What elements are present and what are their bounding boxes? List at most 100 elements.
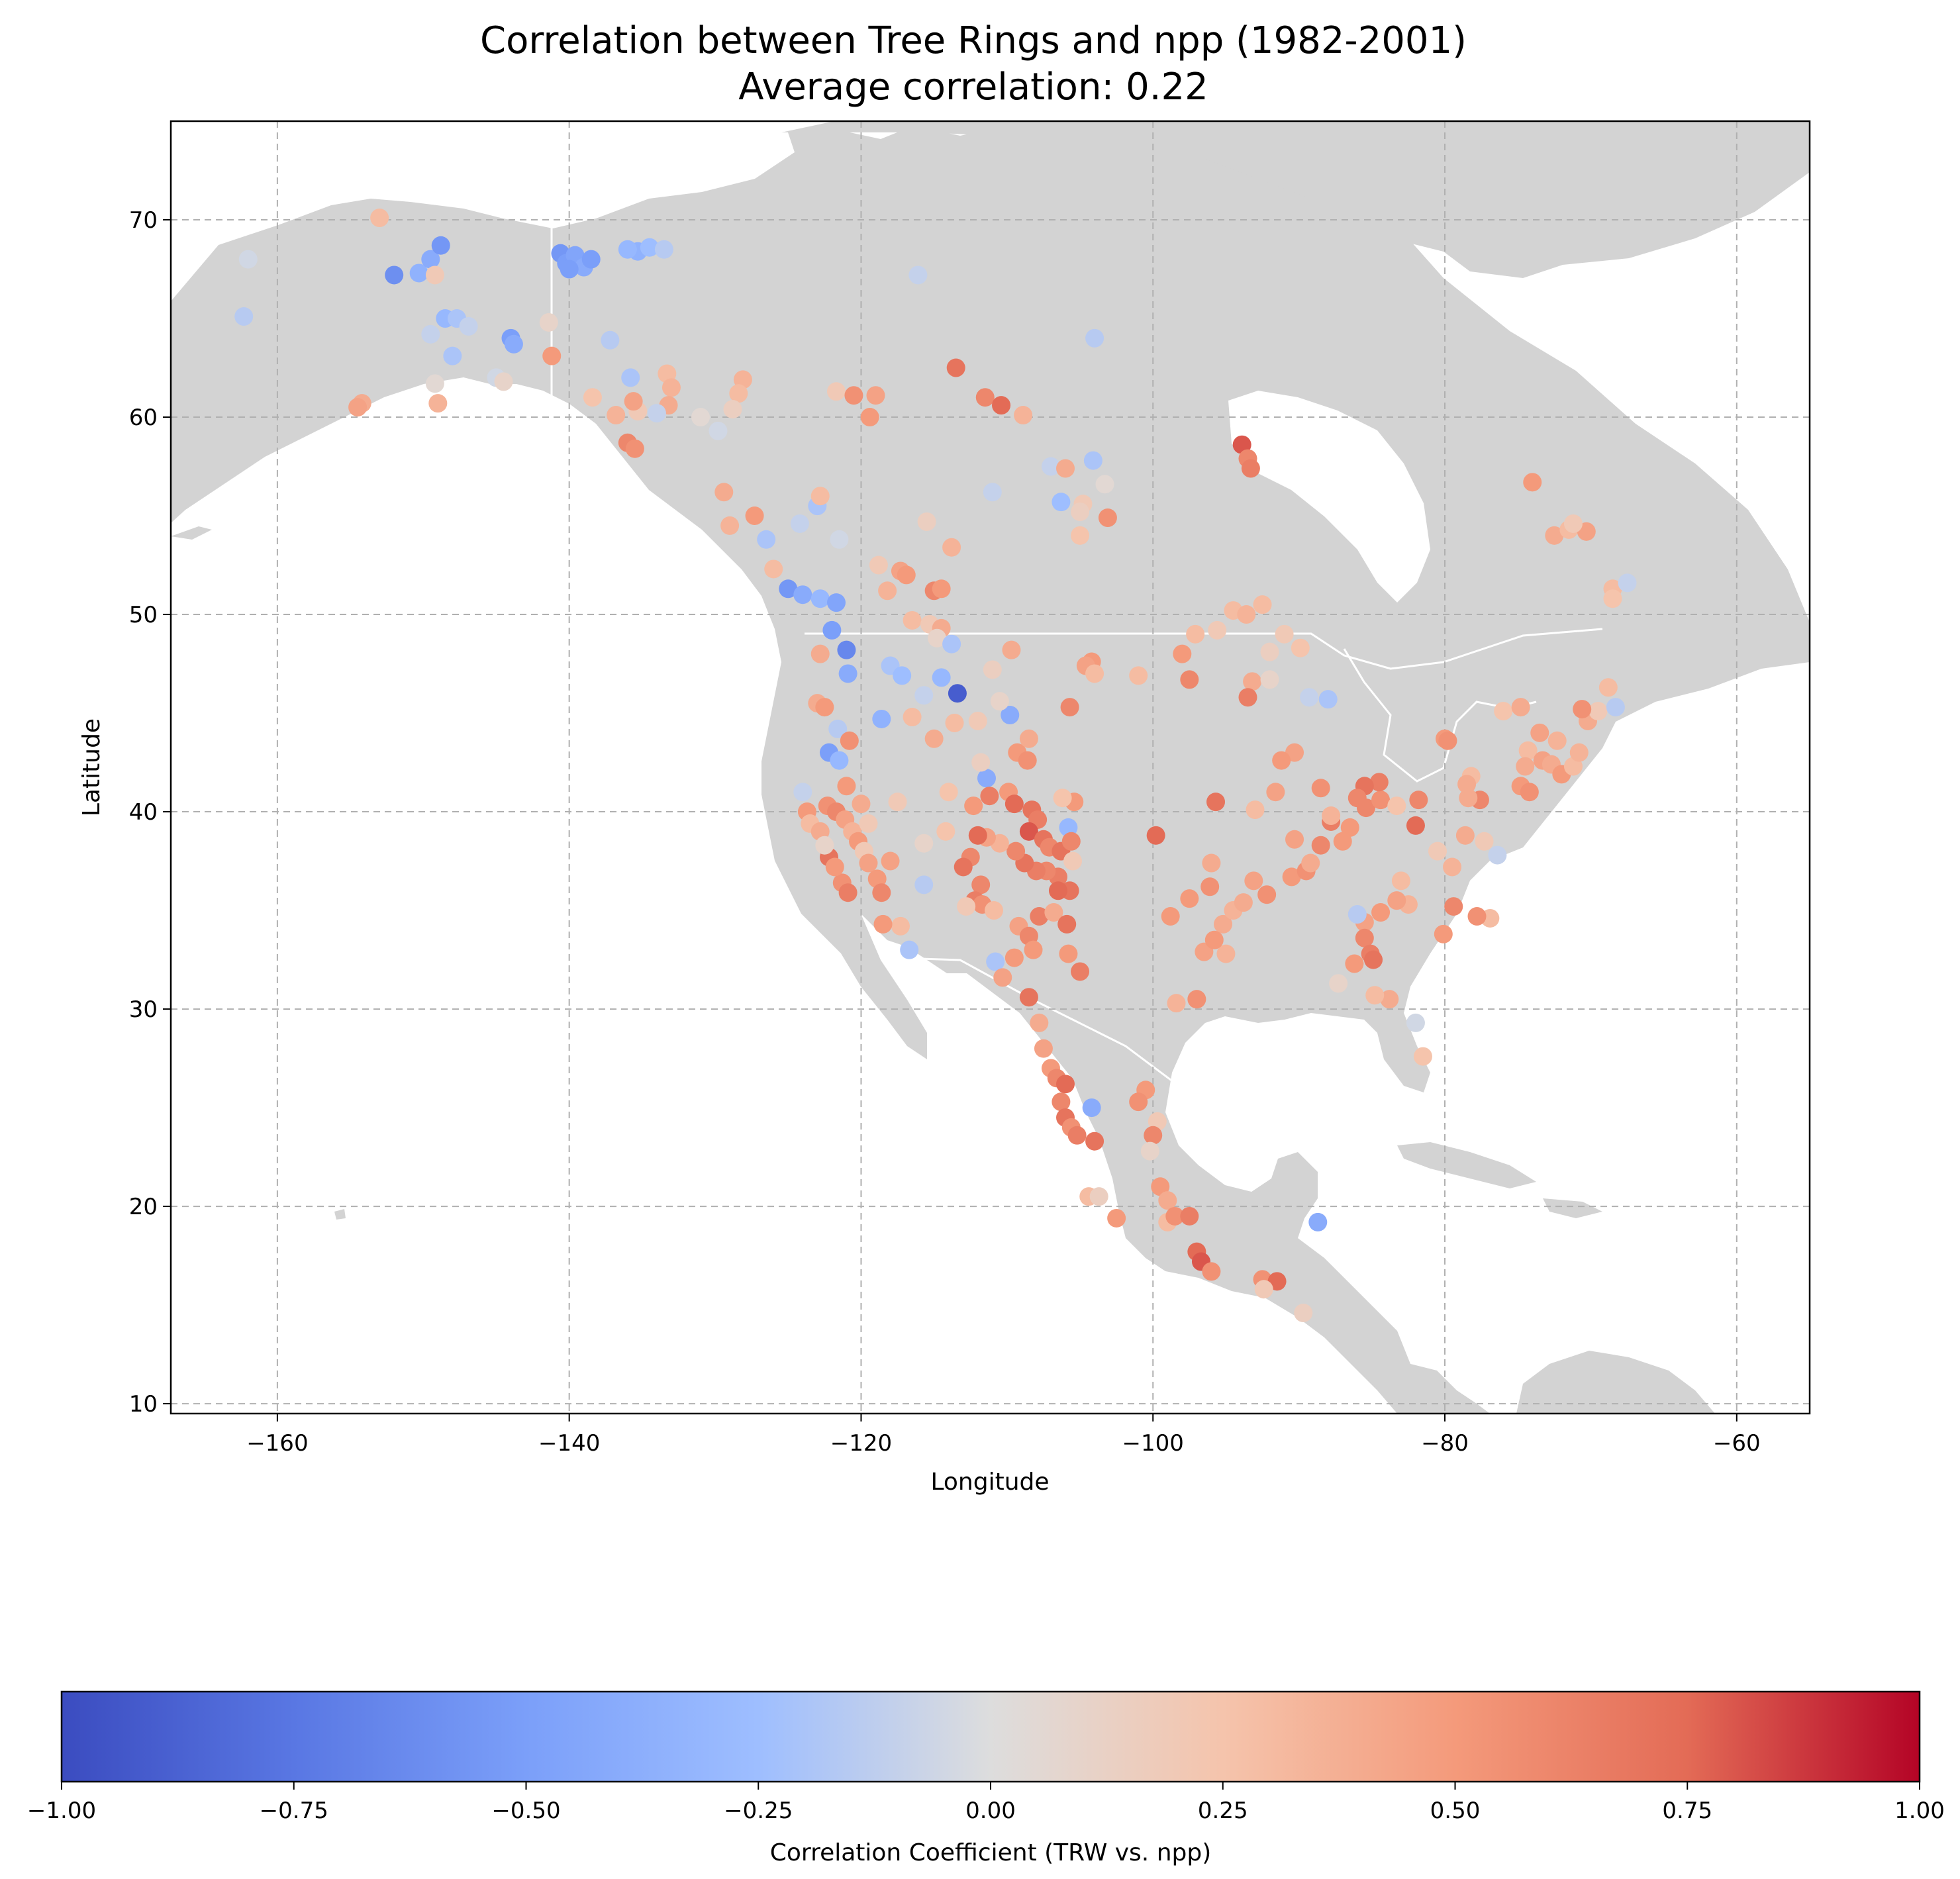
- site-point: [1089, 1187, 1108, 1206]
- site-point: [1180, 670, 1199, 689]
- site-point: [654, 240, 673, 259]
- site-point: [1322, 806, 1341, 826]
- site-point: [1208, 620, 1227, 640]
- site-point: [1444, 897, 1463, 916]
- site-point: [1158, 1191, 1177, 1210]
- colorbar-gradient: [60, 1690, 1921, 1783]
- site-point: [859, 814, 878, 833]
- colorbar-tick-label: 1.00: [1894, 1798, 1945, 1824]
- site-point: [1563, 514, 1583, 533]
- site-point: [837, 777, 856, 796]
- site-point: [1260, 670, 1279, 689]
- site-point: [1180, 1206, 1199, 1226]
- site-point: [1272, 751, 1291, 770]
- site-point: [838, 664, 858, 683]
- site-point: [494, 372, 513, 391]
- site-point: [1019, 729, 1038, 748]
- site-point: [830, 530, 849, 549]
- site-point: [872, 883, 891, 902]
- y-axis-ticks: 10 20 30 40 50 60 70: [129, 207, 171, 1418]
- site-point: [1573, 700, 1592, 719]
- site-point: [1285, 830, 1304, 849]
- site-point: [1340, 818, 1359, 837]
- us-mexico-border: [900, 957, 1179, 1087]
- site-point: [1300, 688, 1319, 707]
- site-point: [425, 265, 444, 285]
- site-point: [757, 530, 776, 549]
- site-point: [1253, 595, 1272, 614]
- site-point: [1052, 493, 1071, 512]
- site-point: [1165, 1206, 1185, 1226]
- site-point: [872, 709, 891, 728]
- site-point: [1019, 822, 1038, 841]
- site-point: [1329, 974, 1348, 993]
- arctic-islands: [781, 121, 1810, 278]
- site-point: [822, 620, 842, 640]
- site-point: [992, 396, 1011, 415]
- x-tick-label: −160: [246, 1430, 308, 1457]
- site-point: [1606, 698, 1625, 717]
- site-point: [866, 386, 885, 405]
- y-tick-label: 70: [129, 207, 158, 234]
- site-point: [1438, 731, 1457, 750]
- colorbar-tick-label: −0.50: [491, 1798, 560, 1824]
- site-point: [1071, 962, 1090, 981]
- site-point: [1001, 706, 1020, 725]
- chart-subtitle: Average correlation: 0.22: [738, 66, 1208, 109]
- site-point: [977, 769, 996, 788]
- hudson-bay: [1228, 391, 1430, 602]
- site-point: [1387, 796, 1406, 816]
- site-point: [1488, 845, 1507, 865]
- site-point: [1428, 842, 1447, 861]
- site-point: [1063, 851, 1083, 871]
- site-point: [425, 374, 444, 393]
- site-point: [1254, 1280, 1273, 1299]
- site-point: [826, 593, 846, 612]
- site-point: [1030, 907, 1049, 926]
- site-point: [888, 793, 907, 812]
- x-tick-label: −120: [830, 1430, 892, 1457]
- site-point: [810, 644, 830, 663]
- site-point: [1318, 690, 1338, 709]
- site-point: [709, 421, 728, 440]
- site-point: [1457, 775, 1477, 794]
- x-tick-label: −100: [1122, 1430, 1184, 1457]
- site-point: [852, 795, 871, 814]
- colorbar-tick-label: −1.00: [27, 1798, 96, 1824]
- site-point: [1061, 832, 1081, 851]
- x-axis-label: Longitude: [930, 1469, 1049, 1496]
- site-point: [1059, 944, 1078, 963]
- site-point: [1291, 638, 1310, 657]
- site-point: [714, 483, 734, 502]
- site-point: [793, 585, 812, 604]
- south-america-edge: [1516, 1351, 1715, 1414]
- site-point: [1391, 871, 1410, 891]
- site-point: [1467, 907, 1487, 926]
- site-point: [810, 589, 830, 608]
- site-point: [624, 392, 643, 411]
- site-point: [900, 940, 919, 959]
- site-point: [1002, 640, 1021, 659]
- site-point: [691, 408, 710, 427]
- site-point: [1041, 457, 1060, 476]
- colorbar-tick-label: 0.50: [1430, 1798, 1481, 1824]
- y-tick-label: 60: [129, 405, 158, 431]
- site-point: [1129, 1092, 1148, 1112]
- site-point: [539, 313, 558, 332]
- site-point: [860, 408, 879, 427]
- site-point: [1348, 905, 1367, 924]
- site-point: [936, 822, 956, 841]
- y-tick-label: 40: [129, 799, 158, 826]
- site-point: [1406, 816, 1425, 835]
- site-point: [980, 787, 999, 806]
- y-tick-label: 30: [129, 996, 158, 1023]
- site-point: [942, 538, 961, 557]
- site-point: [409, 264, 428, 283]
- site-point: [504, 334, 523, 354]
- grid-lines: [171, 121, 1810, 1414]
- site-point: [1019, 988, 1038, 1007]
- site-point: [601, 330, 620, 350]
- site-point: [1202, 1262, 1221, 1281]
- site-point: [1083, 451, 1102, 470]
- site-point: [971, 753, 991, 772]
